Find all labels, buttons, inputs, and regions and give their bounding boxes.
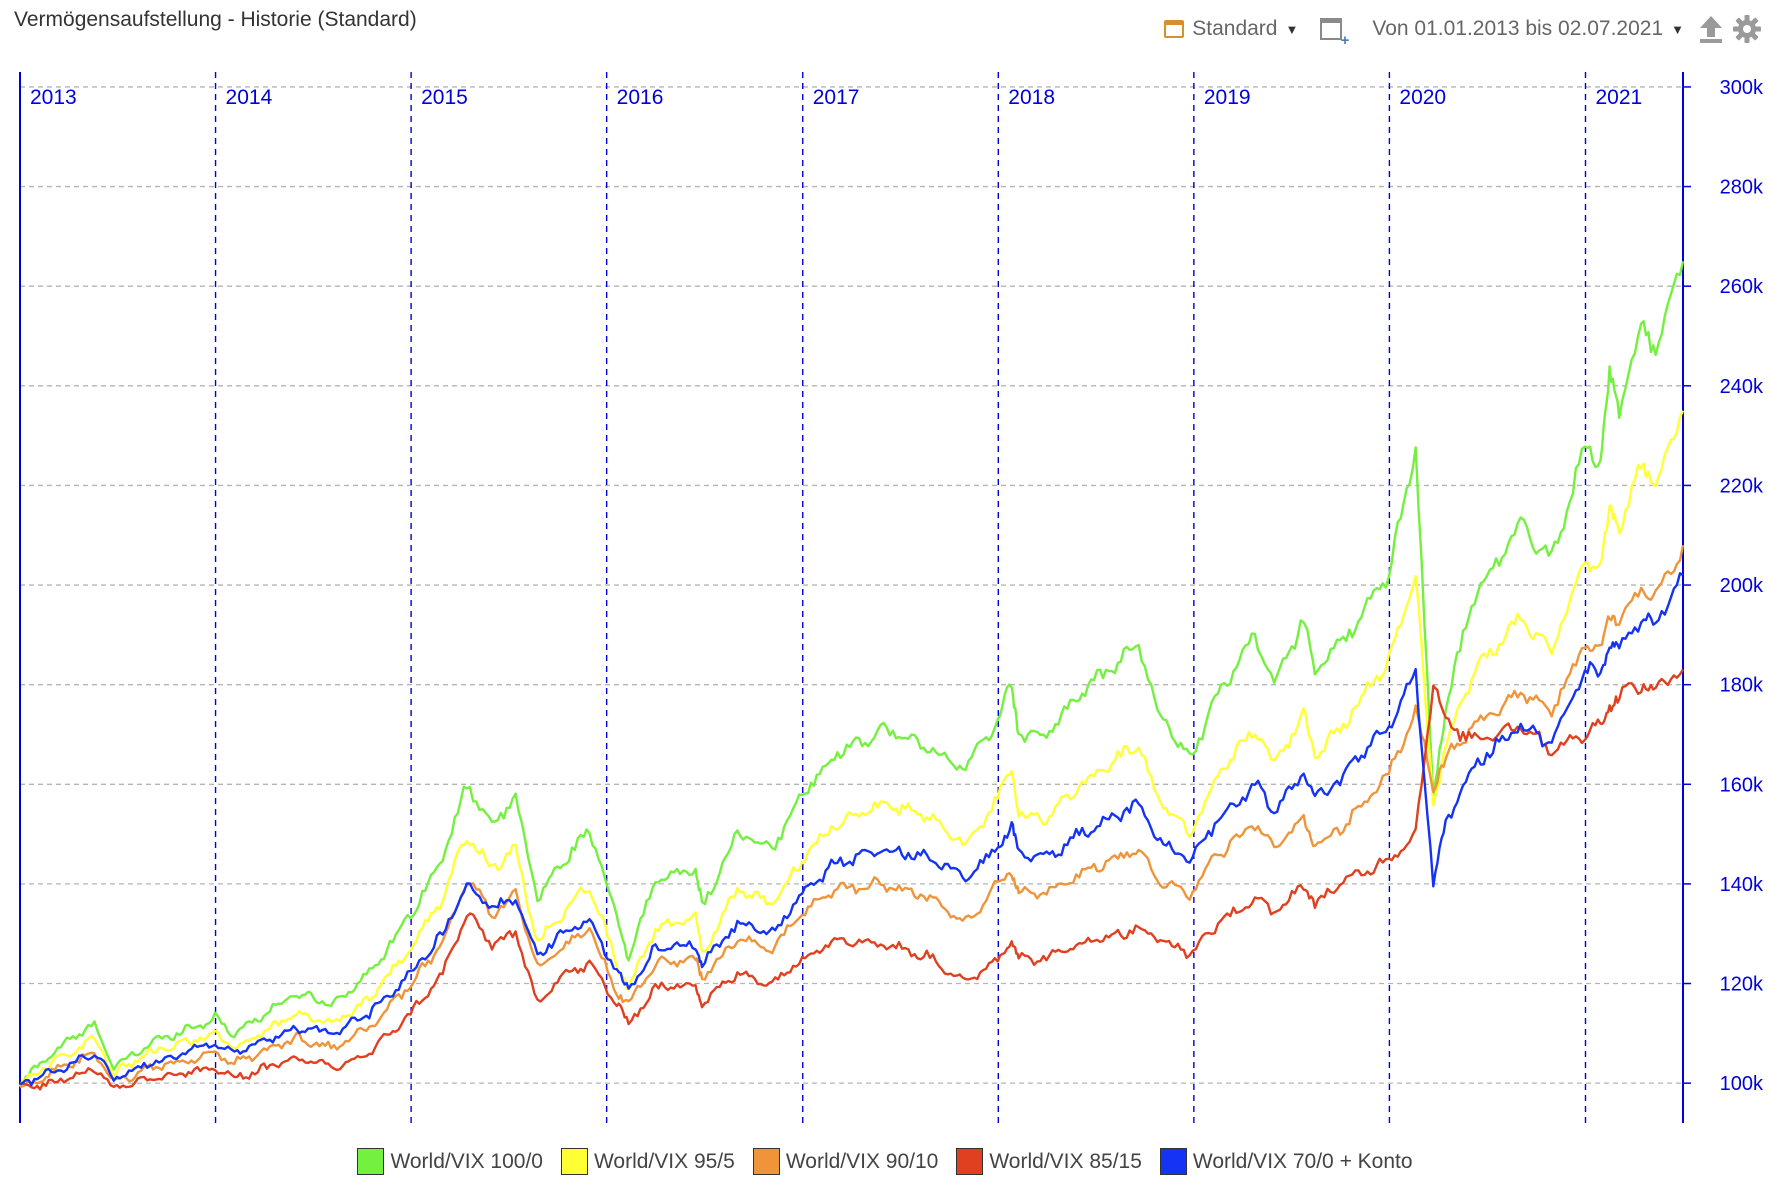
- y-tick-label: 300k: [1720, 77, 1764, 99]
- year-label: 2014: [226, 86, 273, 109]
- y-tick-label: 160k: [1720, 774, 1764, 796]
- year-label: 2019: [1204, 86, 1251, 109]
- view-selector[interactable]: Standard ▼: [1164, 17, 1298, 41]
- legend-item-2[interactable]: World/VIX 95/5: [560, 1148, 735, 1175]
- legend: World/VIX 100/0 World/VIX 95/5 World/VIX 9…: [0, 1148, 1770, 1175]
- legend-label: World/VIX 90/10: [785, 1149, 939, 1173]
- y-tick-label: 140k: [1720, 874, 1764, 896]
- year-label: 2017: [813, 86, 860, 109]
- toolbar: Standard ▼ Von 01.01.2013 bis 02.07.2021…: [1164, 14, 1762, 49]
- legend-swatch: [752, 1148, 780, 1175]
- series-line-1: [19, 261, 1685, 1086]
- y-tick-label: 100k: [1720, 1073, 1764, 1095]
- series-line-3: [19, 544, 1685, 1089]
- year-label: 2015: [421, 86, 468, 109]
- y-tick-label: 120k: [1720, 974, 1764, 996]
- year-label: 2016: [617, 86, 664, 109]
- legend-swatch: [560, 1148, 588, 1175]
- series-layer: [18, 261, 1685, 1091]
- series-line-2: [18, 410, 1685, 1088]
- y-tick-label: 280k: [1720, 177, 1764, 199]
- legend-label: World/VIX 100/0: [390, 1149, 543, 1173]
- legend-swatch: [357, 1148, 385, 1175]
- legend-label: World/VIX 70/0 + Konto: [1192, 1149, 1413, 1173]
- legend-swatch: [1159, 1148, 1187, 1175]
- new-window-icon[interactable]: [1320, 18, 1349, 49]
- legend-label: World/VIX 95/5: [593, 1149, 735, 1173]
- chevron-down-icon: ▼: [1671, 21, 1684, 37]
- legend-item-3[interactable]: World/VIX 90/10: [752, 1148, 939, 1175]
- legend-item-4[interactable]: World/VIX 85/15: [956, 1148, 1142, 1175]
- legend-label: World/VIX 85/15: [989, 1149, 1142, 1173]
- gear-icon[interactable]: [1732, 14, 1762, 44]
- legend-swatch: [956, 1148, 984, 1175]
- y-tick-label: 240k: [1720, 376, 1764, 398]
- page-title: Vermögensaufstellung - Historie (Standar…: [14, 8, 417, 31]
- year-label: 2018: [1008, 86, 1055, 109]
- year-label: 2013: [30, 86, 77, 109]
- year-label: 2021: [1595, 86, 1642, 109]
- legend-item-1[interactable]: World/VIX 100/0: [357, 1148, 543, 1175]
- calendar-icon: [1164, 20, 1185, 38]
- line-chart: 100k 120k 140k 160k 180k 200k 220k 240k 260k 280k…: [18, 72, 1764, 1123]
- series-line-4: [19, 669, 1685, 1091]
- year-label: 2020: [1399, 86, 1446, 109]
- legend-item-5[interactable]: World/VIX 70/0 + Konto: [1159, 1148, 1413, 1175]
- axis-layer: 100k 120k 140k 160k 180k 200k 220k 240k 260k 280k…: [19, 72, 1764, 1123]
- upload-icon[interactable]: [1698, 14, 1724, 44]
- series-line-5: [19, 572, 1684, 1086]
- y-tick-label: 220k: [1720, 475, 1764, 497]
- date-range-label: Von 01.01.2013 bis 02.07.2021: [1372, 17, 1664, 40]
- y-tick-label: 200k: [1720, 575, 1764, 597]
- chevron-down-icon: ▼: [1285, 21, 1299, 37]
- y-tick-label: 180k: [1720, 675, 1764, 697]
- grid-layer: [20, 72, 1683, 1123]
- date-range-selector[interactable]: Von 01.01.2013 bis 02.07.2021 ▼: [1372, 17, 1684, 41]
- view-selector-label: Standard: [1192, 17, 1278, 40]
- y-tick-label: 260k: [1720, 276, 1764, 298]
